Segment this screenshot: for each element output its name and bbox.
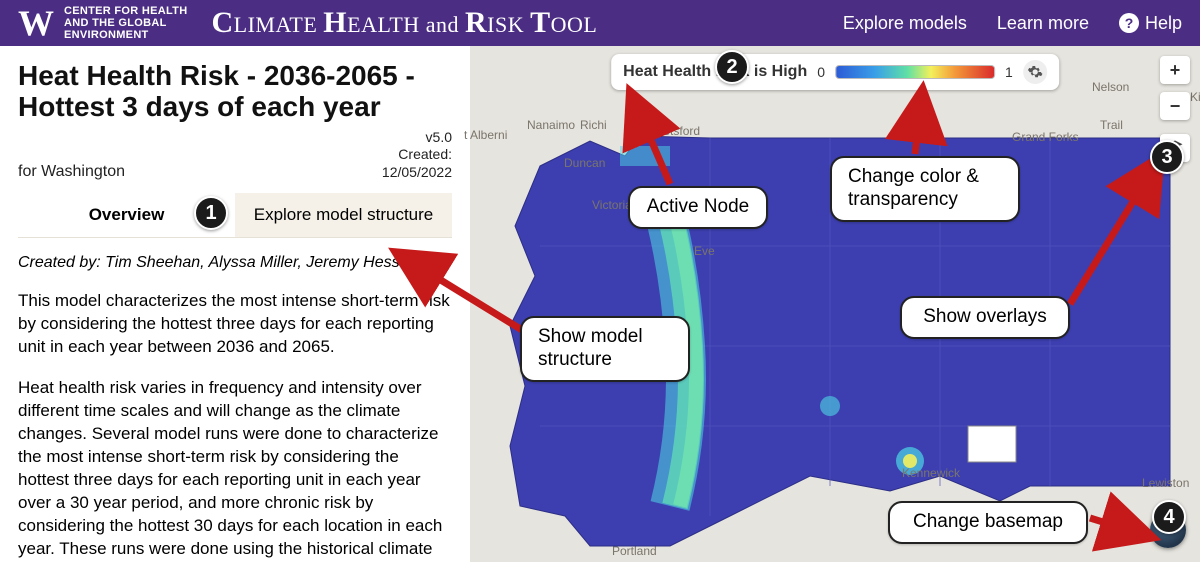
map-place-label: Eve <box>694 244 715 258</box>
description-para-2: Heat health risk varies in frequency and… <box>18 377 452 562</box>
meta-block: v5.0 Created: 12/05/2022 <box>382 129 452 182</box>
version-text: v5.0 <box>382 129 452 147</box>
map-place-label: Kir <box>1190 90 1200 104</box>
map-place-label: t Alberni <box>464 128 507 142</box>
subtitle: for Washington <box>18 163 125 181</box>
nav-learn-more[interactable]: Learn more <box>997 13 1089 34</box>
map-place-label: Portland <box>612 544 657 558</box>
created-label: Created: <box>382 146 452 164</box>
callout-show-model: Show model structure <box>520 316 690 382</box>
help-icon: ? <box>1119 13 1139 33</box>
map-place-label: Nanaimo <box>527 118 575 132</box>
map-place-label: Trail <box>1100 118 1123 132</box>
page-title: Heat Health Risk - 2036-2065 - Hottest 3… <box>18 60 452 123</box>
info-panel: Heat Health Risk - 2036-2065 - Hottest 3… <box>0 46 470 562</box>
gear-icon <box>1027 64 1043 80</box>
missing-data-county <box>968 426 1016 462</box>
map-place-label: Nelson <box>1092 80 1129 94</box>
org-line: AND THE GLOBAL <box>64 17 167 29</box>
app-title: CLIMATE HEALTH and RISK TOOL <box>211 6 597 40</box>
map-place-label: Victoria <box>592 198 632 212</box>
annotation-4: 4 <box>1152 500 1186 534</box>
map-place-label: Richi <box>580 118 607 132</box>
created-date: 12/05/2022 <box>382 164 452 182</box>
nav-help[interactable]: ? Help <box>1119 13 1182 34</box>
legend-gradient <box>835 65 995 79</box>
map-panel[interactable]: NanaimoRichit AlberniAbbotsfordDuncanVic… <box>470 46 1200 562</box>
authors-text: Created by: Tim Sheehan, Alyssa Miller, … <box>18 254 452 272</box>
callout-change-basemap: Change basemap <box>888 501 1088 544</box>
callout-active-node: Active Node <box>628 186 768 229</box>
legend-settings-button[interactable] <box>1023 60 1047 84</box>
map-place-label: Kennewick <box>902 466 960 480</box>
callout-change-color: Change color & transparency <box>830 156 1020 222</box>
app-header: W CENTER FOR HEALTH AND THE GLOBAL ENVIR… <box>0 0 1200 46</box>
org-name: CENTER FOR HEALTH AND THE GLOBAL ENVIRON… <box>64 5 187 41</box>
legend-min: 0 <box>817 64 825 80</box>
zoom-out-button[interactable]: − <box>1160 92 1190 120</box>
callout-show-overlays: Show overlays <box>900 296 1070 339</box>
description-para-1: This model characterizes the most intens… <box>18 290 452 359</box>
tab-explore-structure[interactable]: Explore model structure <box>235 193 452 237</box>
panel-tabs: Overview Explore model structure <box>18 193 452 238</box>
map-place-label: Duncan <box>564 156 605 170</box>
map-place-label: Abbotsford <box>642 124 700 138</box>
annotation-3: 3 <box>1150 140 1184 174</box>
org-line: ENVIRONMENT <box>64 29 149 41</box>
nav-explore-models[interactable]: Explore models <box>843 13 967 34</box>
zoom-in-button[interactable]: + <box>1160 56 1190 84</box>
org-line: CENTER FOR HEALTH <box>64 5 187 17</box>
annotation-1: 1 <box>194 196 228 230</box>
map-place-label: Lewiston <box>1142 476 1189 490</box>
legend-bar: Heat Health Risk is High 0 1 <box>611 54 1059 90</box>
map-place-label: Grand Forks <box>1012 130 1079 144</box>
uw-logo: W <box>18 5 54 41</box>
legend-max: 1 <box>1005 64 1013 80</box>
annotation-2: 2 <box>715 50 749 84</box>
